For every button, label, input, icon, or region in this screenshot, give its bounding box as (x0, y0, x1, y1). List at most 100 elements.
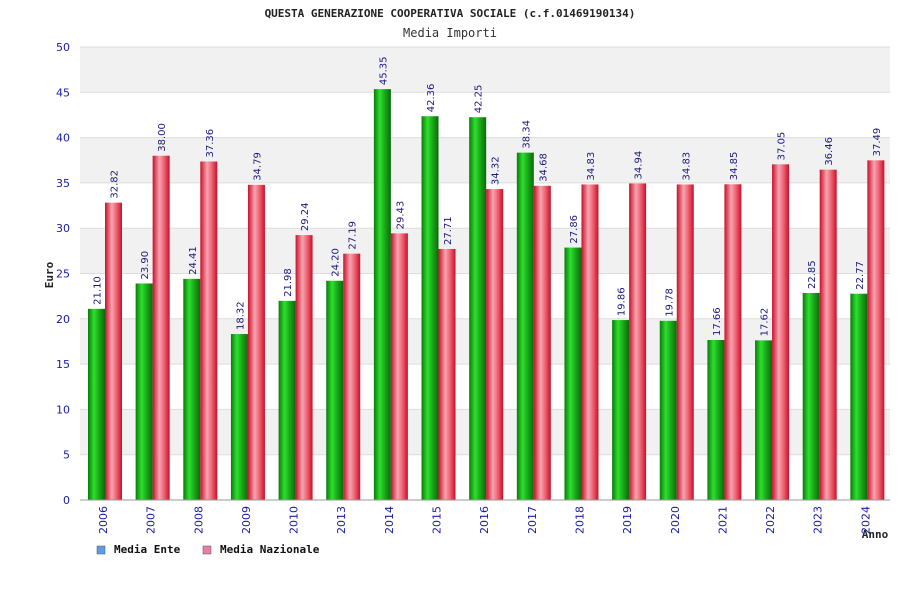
bar-media-nazionale-2019 (629, 183, 647, 500)
bar-media-ente-2010 (278, 300, 296, 500)
bar-media-nazionale-2006 (105, 202, 122, 500)
x-tick-label: 2015 (431, 506, 444, 534)
data-label: 23.90 (140, 251, 151, 280)
data-label: 32.82 (110, 170, 121, 199)
x-tick-label: 2017 (526, 506, 539, 534)
bar-media-nazionale-2015 (438, 248, 456, 500)
y-tick-label: 35 (56, 177, 70, 190)
data-label: 17.66 (712, 307, 723, 336)
bar-media-ente-2014 (373, 89, 391, 500)
data-label: 36.46 (824, 137, 835, 166)
bar-media-nazionale-2024 (867, 160, 885, 500)
data-label: 17.62 (760, 308, 771, 337)
bar-media-ente-2017 (516, 152, 534, 501)
data-label: 27.71 (443, 216, 454, 245)
data-label: 27.19 (348, 221, 359, 250)
y-tick-label: 30 (56, 222, 70, 235)
legend-swatch-media-ente (96, 545, 106, 555)
data-label: 19.86 (617, 287, 628, 316)
bar-media-nazionale-2023 (819, 169, 837, 500)
x-tick-label: 2021 (716, 506, 729, 534)
x-tick-label: 2013 (335, 506, 348, 534)
bar-media-ente-2018 (564, 247, 582, 500)
data-label: 34.94 (634, 151, 645, 180)
bar-media-ente-2019 (612, 320, 630, 500)
bar-media-nazionale-2007 (152, 155, 170, 500)
data-label: 21.10 (93, 276, 104, 305)
plot-band (80, 47, 890, 93)
data-label: 38.00 (157, 123, 168, 152)
x-tick-label: 2006 (97, 506, 110, 534)
y-tick-label: 5 (63, 449, 70, 462)
bar-media-nazionale-2020 (676, 184, 694, 501)
bar-media-ente-2016 (469, 117, 487, 500)
y-tick-label: 40 (56, 132, 70, 145)
data-label: 24.20 (331, 248, 342, 277)
data-label: 34.83 (586, 152, 597, 181)
bar-media-ente-2007 (135, 283, 153, 500)
data-label: 34.68 (538, 153, 549, 182)
bar-media-ente-2006 (88, 308, 105, 500)
x-tick-label: 2018 (573, 506, 586, 534)
data-label: 18.32 (235, 301, 246, 330)
legend-swatch-media-nazionale (202, 545, 212, 555)
bars (88, 89, 885, 501)
data-label: 29.24 (300, 202, 311, 231)
data-label: 34.85 (729, 152, 740, 181)
legend-label-media-ente: Media Ente (114, 543, 181, 556)
data-label: 22.85 (807, 260, 818, 289)
x-axis-label: Anno (862, 528, 889, 541)
bar-media-ente-2022 (755, 340, 773, 500)
data-label: 45.35 (378, 56, 389, 85)
bar-media-nazionale-2021 (724, 184, 742, 500)
y-tick-label: 25 (56, 268, 70, 281)
legend: Media Ente Media Nazionale (96, 543, 320, 556)
bar-media-ente-2020 (659, 320, 677, 500)
data-label: 21.98 (283, 268, 294, 297)
bar-media-nazionale-2013 (343, 253, 361, 500)
x-tick-label: 2019 (621, 506, 634, 534)
data-label: 38.34 (521, 120, 532, 149)
x-tick-label: 2014 (383, 506, 396, 534)
data-label: 37.49 (872, 128, 883, 157)
bar-media-nazionale-2014 (390, 233, 408, 500)
data-label: 29.43 (395, 201, 406, 230)
bar-media-nazionale-2010 (295, 235, 313, 500)
data-label: 37.36 (205, 129, 216, 158)
y-tick-label: 45 (56, 86, 70, 99)
y-tick-label: 10 (56, 403, 70, 416)
y-axis-ticks: 0 5 10 15 20 25 30 35 40 45 50 (56, 41, 70, 507)
bar-media-ente-2008 (183, 278, 201, 500)
chart-subtitle: Media Importi (403, 26, 497, 40)
bar-media-nazionale-2017 (533, 185, 551, 500)
bar-media-ente-2015 (421, 116, 439, 501)
bar-media-ente-2009 (230, 334, 248, 500)
data-label: 34.83 (681, 152, 692, 181)
data-label: 42.25 (474, 85, 485, 114)
bar-media-nazionale-2008 (200, 161, 218, 500)
data-label: 27.86 (569, 215, 580, 244)
legend-label-media-nazionale: Media Nazionale (220, 543, 320, 556)
data-label: 37.05 (777, 132, 788, 161)
x-tick-label: 2007 (145, 506, 158, 534)
bar-media-ente-2023 (802, 292, 820, 500)
x-axis-ticks: 2006 2007 2008 2009 2010 2013 2014 2015 2016 2017… (97, 506, 872, 534)
y-axis-label: Euro (43, 261, 56, 288)
bar-media-nazionale-2022 (772, 164, 790, 500)
data-label: 34.32 (491, 156, 502, 185)
y-tick-label: 50 (56, 41, 70, 54)
y-tick-label: 0 (63, 494, 70, 507)
data-labels: 21.10 32.82 23.90 38.00 24.41 37.36 18.32 34.79… (93, 56, 883, 336)
data-label: 19.78 (664, 288, 675, 317)
data-label: 42.36 (426, 84, 437, 113)
y-tick-label: 15 (56, 358, 70, 371)
y-tick-label: 20 (56, 313, 70, 326)
data-label: 24.41 (188, 246, 199, 275)
data-label: 22.77 (855, 261, 866, 290)
bar-media-ente-2021 (707, 340, 725, 500)
x-tick-label: 2009 (240, 506, 253, 534)
data-label: 34.79 (252, 152, 263, 181)
bar-media-nazionale-2016 (486, 189, 504, 501)
x-tick-label: 2023 (812, 506, 825, 534)
